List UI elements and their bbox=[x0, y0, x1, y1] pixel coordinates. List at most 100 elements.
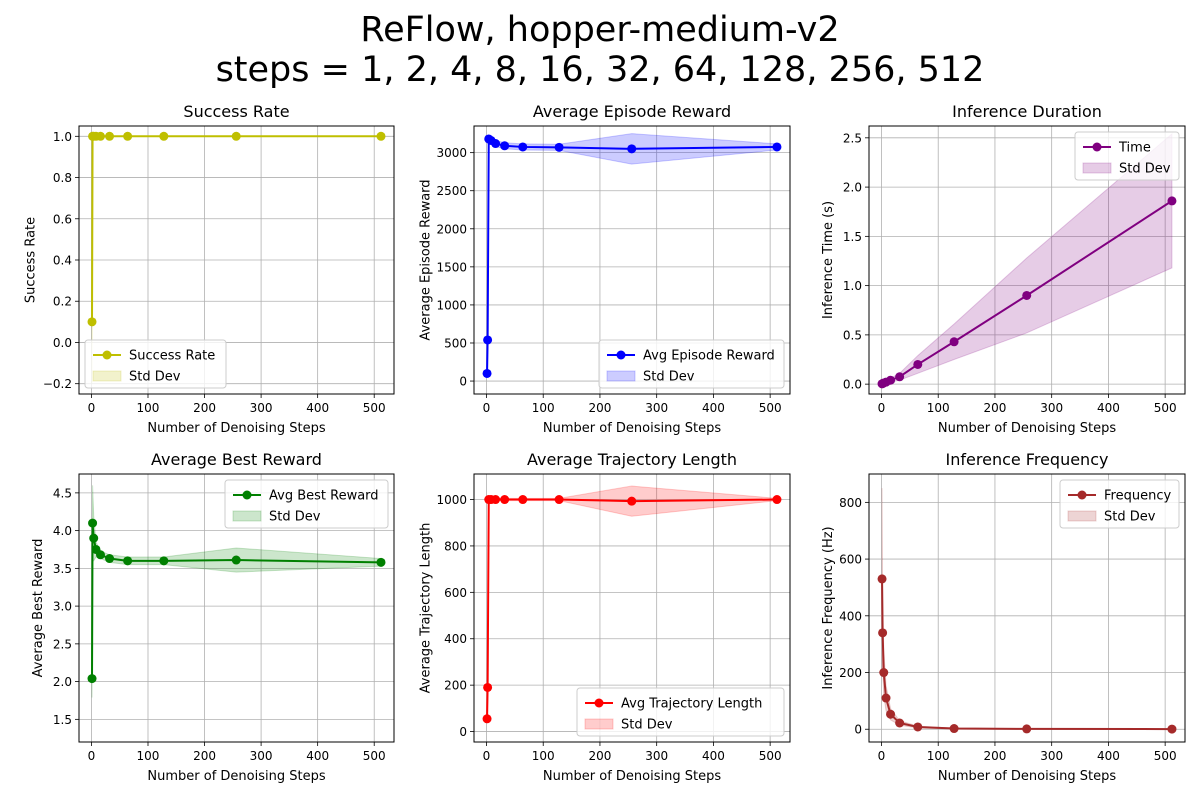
data-point bbox=[376, 557, 386, 567]
data-point bbox=[877, 574, 887, 584]
y-tick-label: 1.0 bbox=[53, 130, 72, 144]
x-tick-label: 500 bbox=[1154, 749, 1177, 763]
x-tick-label: 200 bbox=[193, 401, 216, 415]
subplot-5: 0 100 200 300 400 500 0 200 400 600 800 1000 Average… bbox=[419, 450, 791, 784]
y-axis-label: Average Episode Reward bbox=[419, 179, 434, 340]
data-point bbox=[1167, 196, 1177, 206]
axes-frame bbox=[868, 125, 1186, 395]
x-tick-label: 300 bbox=[1040, 401, 1063, 415]
data-point bbox=[482, 714, 492, 724]
axes-frame bbox=[78, 473, 395, 743]
data-point bbox=[879, 668, 889, 678]
legend-series-label: Success Rate bbox=[129, 349, 215, 364]
legend-band-label: Std Dev bbox=[1119, 162, 1171, 177]
x-tick-label: 0 bbox=[88, 749, 96, 763]
plot-area bbox=[87, 485, 386, 698]
legend-band-swatch bbox=[606, 370, 636, 382]
subplot-4: 0 100 200 300 400 500 1.5 2.0 2.5 3.0 3.5 4.0 4.5 Ave… bbox=[31, 450, 395, 784]
legend: Avg Episode Reward Std Dev bbox=[598, 339, 785, 389]
legend-band-swatch bbox=[584, 718, 614, 730]
data-point bbox=[1167, 724, 1177, 734]
data-point bbox=[886, 375, 896, 385]
y-tick-label: 2.0 bbox=[843, 181, 862, 195]
legend-box bbox=[598, 339, 785, 389]
data-point bbox=[913, 359, 923, 369]
y-tick-label: 800 bbox=[444, 539, 467, 553]
legend: Success Rate Std Dev bbox=[84, 339, 227, 389]
y-tick-label: 0.4 bbox=[53, 254, 72, 268]
y-tick-label: 400 bbox=[839, 609, 862, 623]
data-point bbox=[491, 139, 501, 149]
y-tick-label: 1500 bbox=[436, 260, 467, 274]
x-tick-label: 200 bbox=[193, 749, 216, 763]
y-tick-label: 600 bbox=[839, 553, 862, 567]
x-tick-label: 500 bbox=[363, 401, 386, 415]
legend-box bbox=[84, 339, 227, 389]
x-axis-label: Number of Denoising Steps bbox=[147, 769, 325, 784]
x-tick-label: 100 bbox=[927, 401, 950, 415]
data-point bbox=[627, 496, 637, 506]
legend: Avg Trajectory Length Std Dev bbox=[576, 687, 785, 737]
axes-frame bbox=[473, 125, 791, 395]
y-tick-label: 1.5 bbox=[53, 713, 72, 727]
data-point bbox=[231, 131, 241, 141]
series-line bbox=[486, 498, 777, 719]
x-tick-label: 200 bbox=[588, 749, 611, 763]
x-tick-label: 200 bbox=[983, 749, 1006, 763]
legend-band-swatch bbox=[1082, 162, 1112, 174]
y-axis-label: Success Rate bbox=[24, 217, 39, 303]
x-tick-label: 500 bbox=[759, 749, 782, 763]
y-tick-label: 600 bbox=[444, 586, 467, 600]
x-tick-label: 200 bbox=[983, 401, 1006, 415]
y-tick-label: 4.5 bbox=[53, 486, 72, 500]
subplot-6: 0 100 200 300 400 500 0 200 400 600 800 Inference F… bbox=[821, 450, 1186, 784]
plot-area bbox=[87, 131, 386, 384]
legend-box bbox=[1074, 131, 1180, 181]
data-point bbox=[1022, 724, 1032, 734]
data-point bbox=[483, 682, 493, 692]
data-point bbox=[95, 550, 105, 560]
x-tick-label: 500 bbox=[363, 749, 386, 763]
data-point bbox=[500, 141, 510, 151]
subplot-title: Success Rate bbox=[183, 102, 289, 121]
y-tick-label: 0.0 bbox=[843, 378, 862, 392]
series-line bbox=[91, 522, 382, 679]
x-tick-label: 300 bbox=[645, 401, 668, 415]
y-axis-label: Average Best Reward bbox=[31, 539, 46, 678]
axes-frame bbox=[473, 473, 791, 743]
legend-marker-swatch bbox=[1092, 142, 1102, 152]
data-point bbox=[881, 693, 891, 703]
y-tick-label: 2000 bbox=[436, 222, 467, 236]
legend: Time Std Dev bbox=[1074, 131, 1180, 181]
data-point bbox=[87, 317, 97, 327]
x-tick-label: 400 bbox=[1097, 749, 1120, 763]
legend-band-swatch bbox=[92, 370, 122, 382]
data-point bbox=[123, 556, 133, 566]
x-tick-label: 400 bbox=[1097, 401, 1120, 415]
plot-area bbox=[482, 485, 782, 724]
x-tick-label: 200 bbox=[588, 401, 611, 415]
x-tick-label: 0 bbox=[483, 401, 491, 415]
x-tick-label: 300 bbox=[645, 749, 668, 763]
data-point bbox=[878, 628, 888, 638]
y-tick-label: 1.0 bbox=[843, 279, 862, 293]
data-point bbox=[87, 674, 97, 684]
y-tick-label: 2500 bbox=[436, 184, 467, 198]
x-tick-label: 0 bbox=[878, 401, 886, 415]
legend-box bbox=[224, 479, 389, 529]
data-point bbox=[886, 709, 896, 719]
legend-band-label: Std Dev bbox=[1104, 510, 1156, 525]
legend-series-label: Avg Best Reward bbox=[269, 489, 379, 504]
figure-title-line-1: ReFlow, hopper-medium-v2 bbox=[360, 10, 840, 50]
legend: Avg Best Reward Std Dev bbox=[224, 479, 389, 529]
data-point bbox=[518, 142, 528, 152]
y-tick-label: 4.0 bbox=[53, 524, 72, 538]
x-axis-label: Number of Denoising Steps bbox=[938, 421, 1116, 436]
subplot-title: Inference Frequency bbox=[946, 450, 1109, 469]
subplot-3: 0 100 200 300 400 500 0.0 0.5 1.0 1.5 2.0 2.5 Infere… bbox=[821, 102, 1186, 436]
y-axis-label: Inference Time (s) bbox=[821, 201, 836, 319]
legend-marker-swatch bbox=[594, 698, 604, 708]
legend-box bbox=[1059, 479, 1180, 529]
x-tick-label: 300 bbox=[250, 401, 273, 415]
